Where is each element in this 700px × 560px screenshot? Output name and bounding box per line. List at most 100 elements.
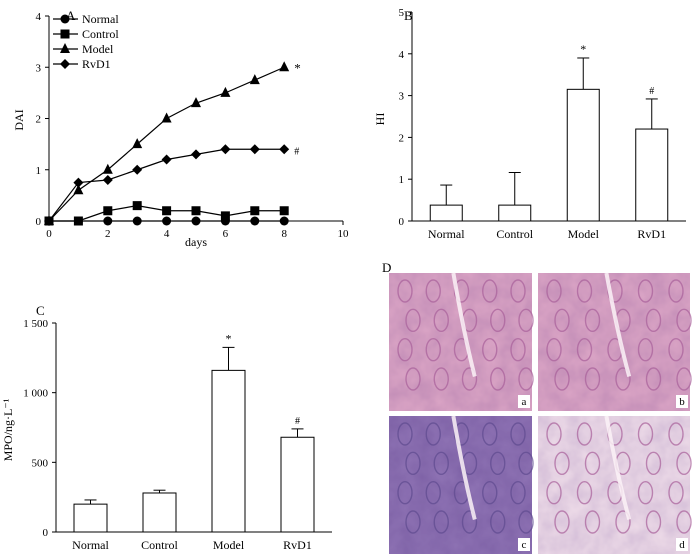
series-point-model bbox=[191, 97, 201, 108]
bar-normal bbox=[73, 503, 108, 533]
crypt-shape-d bbox=[546, 480, 562, 505]
bar-normal bbox=[429, 204, 463, 222]
tissue-gap-c bbox=[451, 415, 477, 521]
crypt-shape-a bbox=[510, 337, 526, 362]
crypt-shape-a bbox=[453, 279, 470, 303]
series-point-normal bbox=[103, 216, 113, 226]
bar-control bbox=[498, 204, 532, 222]
series-point-normal bbox=[250, 216, 260, 226]
crypt-shape-a bbox=[490, 367, 506, 391]
category-label-normal: Normal bbox=[428, 227, 465, 241]
crypt-shape-d bbox=[576, 480, 593, 505]
crypt-shape-c bbox=[518, 451, 534, 476]
panel-a-x-tick-label: 6 bbox=[223, 228, 229, 240]
crypt-shape-c bbox=[490, 510, 506, 534]
crypt-shape-d bbox=[637, 422, 654, 446]
panel-c-y-tick-label: 0 bbox=[43, 527, 49, 539]
crypt-shape-d bbox=[676, 451, 692, 476]
crypt-shape-b bbox=[668, 279, 684, 303]
panel-a-xlabel: days bbox=[185, 235, 207, 249]
legend-marker-normal bbox=[60, 14, 70, 24]
panel-a-x-tick-label: 8 bbox=[281, 228, 287, 240]
series-line-model bbox=[48, 66, 285, 222]
panel-b-y-tick-label: 5 bbox=[399, 7, 405, 19]
crypt-shape-d bbox=[546, 422, 562, 446]
bar-model bbox=[211, 369, 246, 533]
bar-model bbox=[566, 88, 600, 222]
series-point-rvd1 bbox=[132, 164, 143, 175]
crypt-shape-a bbox=[433, 367, 449, 391]
crypt-shape-a bbox=[397, 337, 413, 362]
category-label-model: Model bbox=[568, 227, 600, 241]
significance-marker-model: * bbox=[580, 42, 586, 56]
panel-a-y-tick-label: 4 bbox=[36, 11, 42, 23]
crypt-shape-b bbox=[637, 279, 654, 303]
panel-b: B HI 0 1 2 3 4 5 Normal Control * Model # RvD1 bbox=[373, 7, 686, 241]
series-point-model bbox=[279, 61, 290, 72]
crypt-shape-a bbox=[461, 367, 478, 391]
series-point-rvd1 bbox=[191, 149, 201, 160]
micrograph-b: b bbox=[538, 272, 692, 411]
panel-a-y-tick-label: 2 bbox=[36, 114, 42, 126]
crypt-shape-d bbox=[668, 480, 684, 505]
crypt-shape-b bbox=[546, 279, 562, 303]
category-label-control: Control bbox=[141, 538, 178, 552]
series-point-normal bbox=[132, 216, 142, 226]
category-label-rvd1: RvD1 bbox=[637, 227, 666, 241]
tissue-gap-b bbox=[604, 272, 632, 378]
micrograph-label-box-a bbox=[518, 395, 530, 408]
panel-c-label: C bbox=[36, 303, 45, 318]
micrograph-label-box-b bbox=[676, 395, 688, 408]
legend-marker-control bbox=[60, 29, 70, 39]
crypt-shape-c bbox=[433, 451, 449, 476]
crypt-shape-c bbox=[425, 480, 441, 505]
crypt-shape-d bbox=[637, 480, 654, 505]
category-label-model: Model bbox=[213, 538, 245, 552]
series-point-rvd1 bbox=[279, 144, 290, 155]
panel-b-ticks: 0 1 2 3 4 5 bbox=[399, 7, 412, 228]
panel-a-y-tick-label: 3 bbox=[36, 62, 42, 74]
crypt-shape-a bbox=[405, 367, 421, 391]
series-point-normal bbox=[162, 216, 172, 226]
series-point-rvd1 bbox=[161, 154, 172, 165]
crypt-shape-b bbox=[554, 308, 570, 333]
bar-rvd1 bbox=[635, 128, 669, 222]
micrograph-tissue-b bbox=[538, 273, 690, 411]
series-point-rvd1 bbox=[249, 144, 260, 155]
panel-a: A days DAI 0 2 4 6 8 10 0 1 2 3 4 NormalControlMod… bbox=[12, 8, 349, 249]
panel-a-x-tick-label: 2 bbox=[105, 228, 111, 240]
series-point-model bbox=[73, 184, 84, 195]
panel-b-y-tick-label: 2 bbox=[399, 132, 405, 144]
panel-a-ylabel: DAI bbox=[12, 109, 26, 130]
panel-d: D a b c d bbox=[382, 260, 692, 554]
series-point-rvd1 bbox=[44, 216, 54, 226]
panel-c-ylabel: MPO/ng·L⁻¹ bbox=[1, 398, 15, 461]
legend-label-model: Model bbox=[82, 42, 114, 56]
crypt-shape-d bbox=[576, 422, 593, 446]
panel-b-bars: Normal Control * Model # RvD1 bbox=[428, 42, 669, 241]
crypt-shape-a bbox=[490, 308, 506, 333]
crypt-shape-c bbox=[425, 422, 441, 446]
panel-b-y-tick-label: 0 bbox=[399, 216, 405, 228]
panel-a-x-tick-label: 4 bbox=[164, 228, 170, 240]
significance-marker-rvd1: # bbox=[295, 416, 300, 427]
micrograph-label-b: b bbox=[679, 396, 685, 408]
series-point-control bbox=[220, 211, 230, 221]
panel-c: C MPO/ng·L⁻¹ 0 500 1 000 1 500 Normal Contro… bbox=[1, 303, 332, 552]
crypt-shape-b bbox=[584, 367, 601, 391]
crypt-shape-a bbox=[482, 337, 498, 362]
panel-b-ylabel: HI bbox=[373, 113, 387, 126]
significance-marker-model: * bbox=[226, 331, 232, 345]
series-point-model bbox=[249, 74, 260, 85]
micrograph-label-c: c bbox=[522, 539, 527, 551]
crypt-shape-c bbox=[397, 422, 413, 446]
panel-b-label: B bbox=[404, 8, 413, 23]
series-point-control bbox=[132, 201, 142, 211]
panel-a-label: A bbox=[66, 8, 76, 23]
crypt-shape-d bbox=[645, 510, 662, 534]
crypt-shape-d bbox=[584, 451, 601, 476]
crypt-shape-c bbox=[518, 510, 534, 534]
micrograph-d: d bbox=[538, 415, 692, 554]
crypt-shape-b bbox=[576, 337, 593, 362]
panel-d-images: a b c d bbox=[389, 272, 692, 554]
